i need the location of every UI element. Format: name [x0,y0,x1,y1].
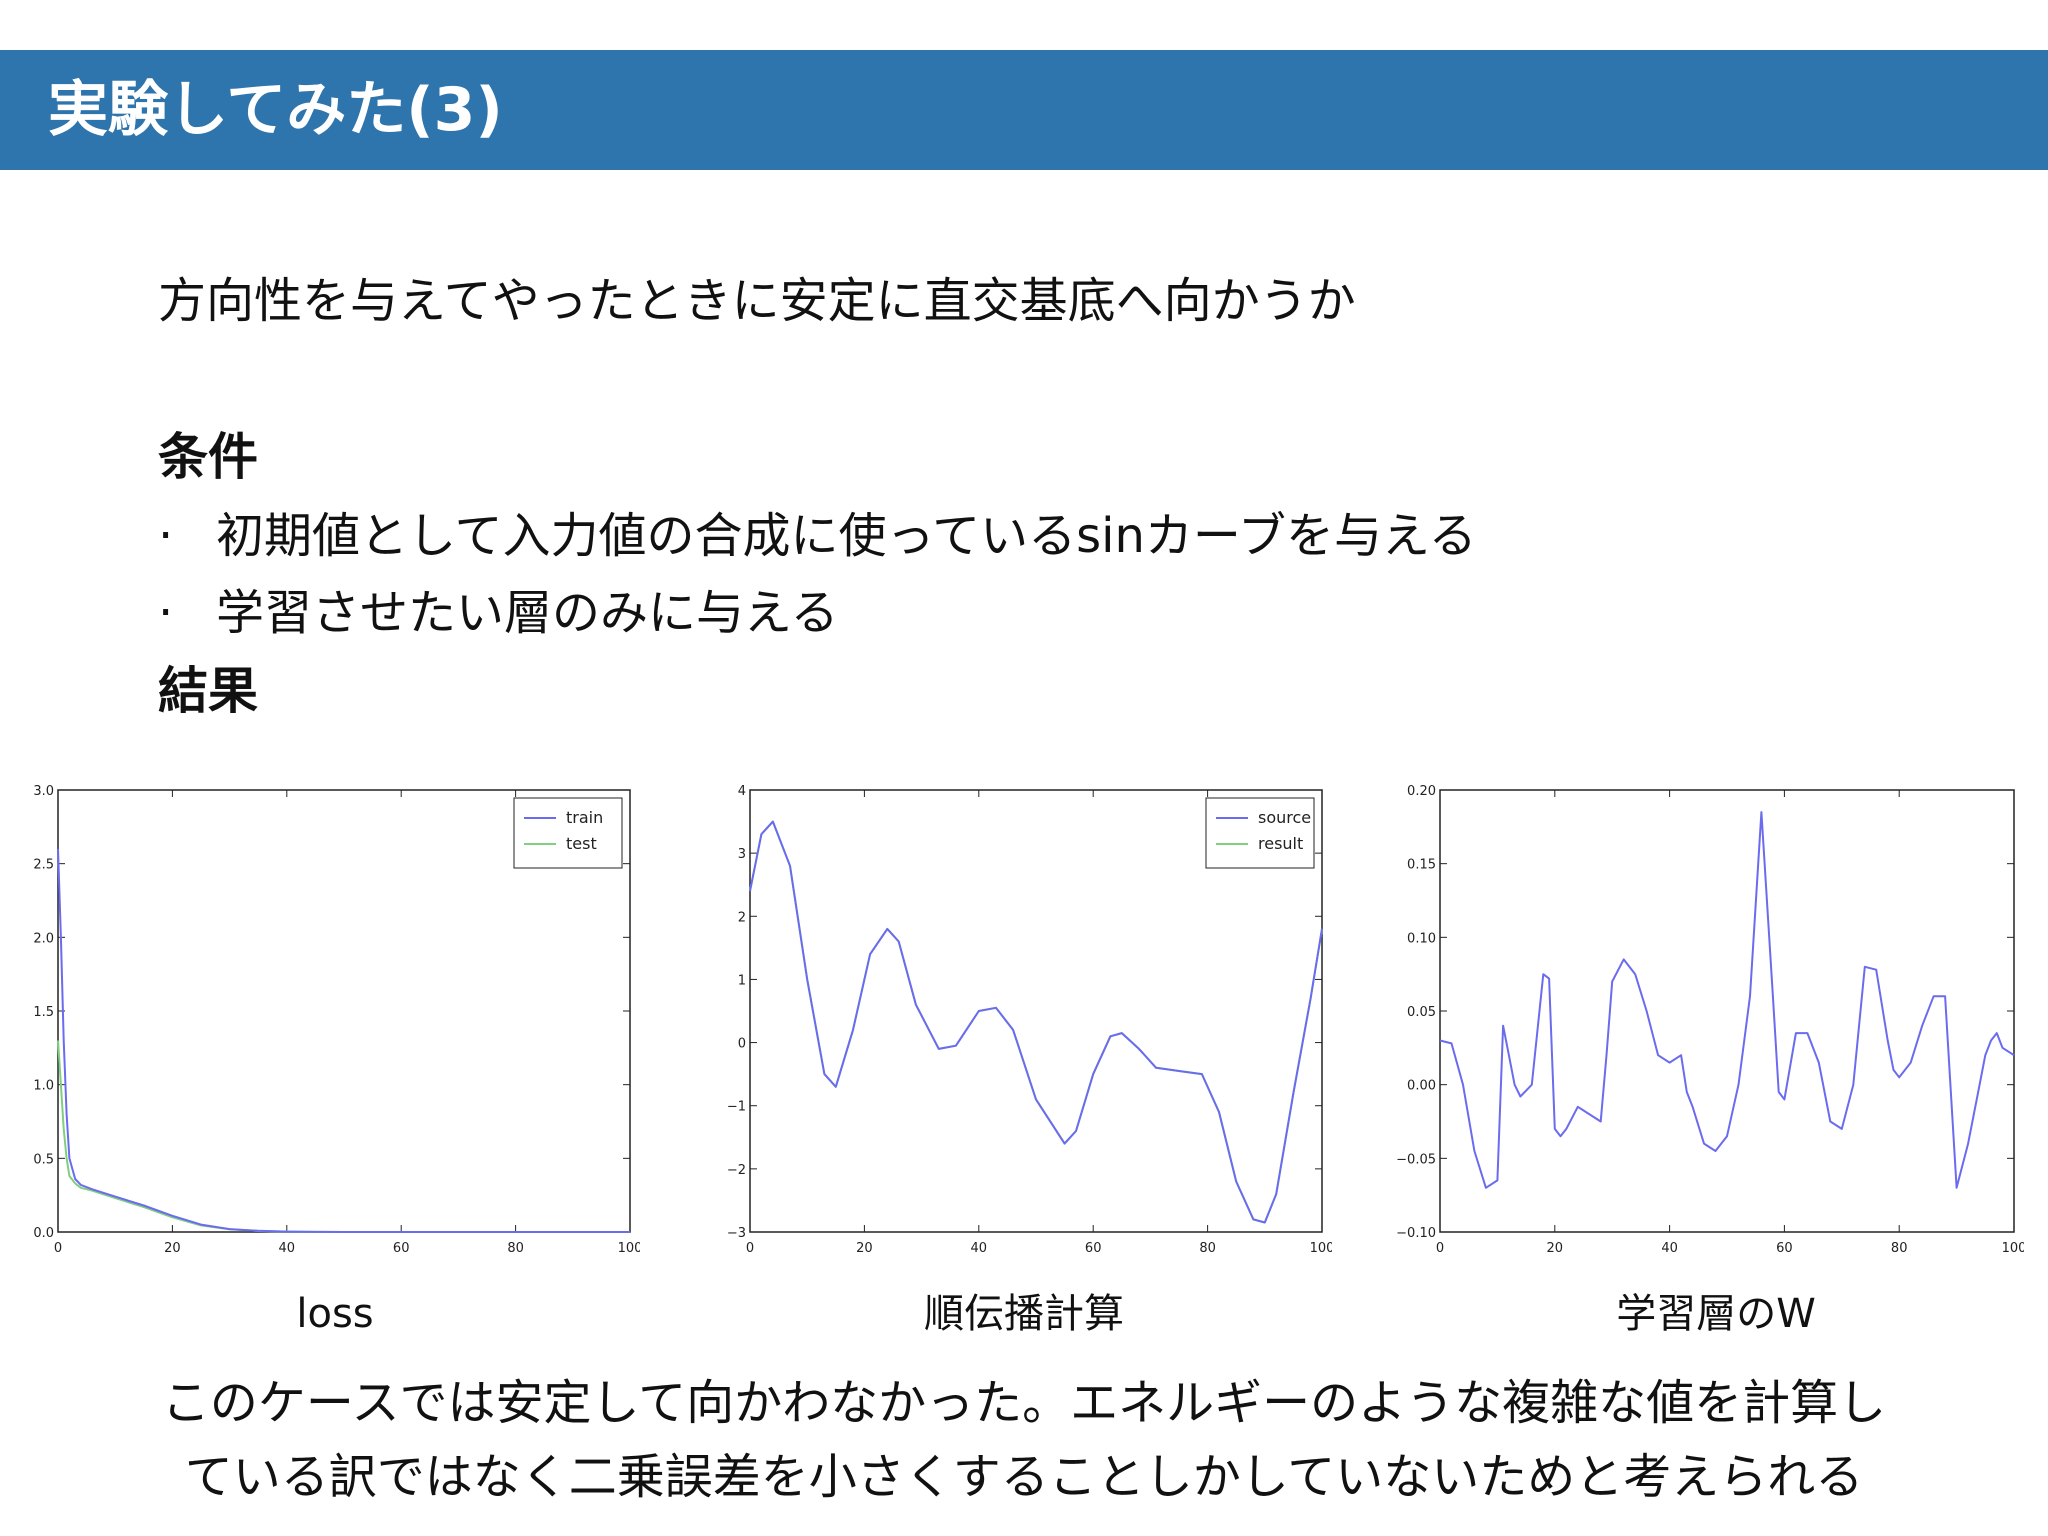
x-tick-label: 40 [1661,1241,1678,1256]
series-line-w [1439,811,2015,1189]
chart-caption-loss: loss [296,1291,374,1337]
x-tick-label: 0 [746,1241,754,1256]
y-tick-label: 0.10 [1407,931,1436,946]
plot-frame [1439,789,2015,1233]
x-tick-label: 20 [856,1241,873,1256]
legend-box [513,797,623,869]
y-tick-label: 1 [738,973,746,988]
condition-text: 初期値として入力値の合成に使っているsinカーブを与える [216,508,1477,564]
y-tick-label: −0.10 [1396,1226,1436,1241]
legend-box [1205,797,1315,869]
y-tick-label: 2 [738,910,746,925]
conclusion-line-2: ている訳ではなく二乗誤差を小さくすることしかしていないためと考えられる [184,1449,1864,1505]
bullet-marker: · [158,508,174,564]
y-tick-label: 0 [738,1037,746,1052]
series-line-source [749,820,1323,1224]
forward-chart: 0 20 40 60 80 100 −3 −2 −1 0 1 2 3 4 source result [727,784,1332,1256]
x-tick-label: 100 [1310,1241,1332,1256]
condition-item: · 学習させたい層のみに与える [158,580,839,646]
x-tick-label: 100 [2002,1241,2024,1256]
legend-label: test [566,834,597,853]
chart-caption-weight: 学習層のW [1616,1291,1816,1337]
x-tick-label: 60 [1776,1241,1793,1256]
condition-item: · 初期値として入力値の合成に使っているsinカーブを与える [158,503,1477,569]
y-tick-label: 0.20 [1407,784,1436,799]
legend-label: train [566,808,603,827]
y-tick-label: 2.5 [33,858,54,873]
y-tick-label: 0.00 [1407,1079,1436,1094]
conclusion-line-1: このケースでは安定して向かわなかった。エネルギーのような複雑な値を計算し [161,1375,1887,1431]
x-tick-label: 60 [1085,1241,1102,1256]
y-tick-label: 0.0 [33,1226,54,1241]
x-tick-label: 80 [1891,1241,1908,1256]
title-bar: 実験してみた(3) [0,50,2048,170]
x-tick-label: 40 [279,1241,296,1256]
x-tick-label: 80 [507,1241,524,1256]
y-tick-label: 0.5 [33,1152,54,1167]
y-tick-label: 3.0 [33,784,54,799]
bullet-marker: · [158,585,174,641]
x-tick-label: 20 [1547,1241,1564,1256]
y-tick-label: 0.15 [1407,858,1436,873]
result-heading: 結果 [158,662,258,720]
x-tick-label: 0 [1436,1241,1444,1256]
weight-chart: 0 20 40 60 80 100 −0.10 −0.05 0.00 0.05 0.10 0.15 0.… [1396,784,2024,1256]
series-line-train [57,848,630,1233]
x-tick-label: 60 [393,1241,410,1256]
legend-label: result [1258,834,1303,853]
y-tick-label: 4 [738,784,746,799]
y-tick-label: 1.0 [33,1079,54,1094]
x-tick-label: 100 [618,1241,640,1256]
y-tick-label: −0.05 [1396,1152,1436,1167]
x-tick-label: 80 [1199,1241,1216,1256]
y-tick-label: 2.0 [33,931,54,946]
slide-title: 実験してみた(3) [48,75,503,145]
loss-chart: 0 20 40 60 80 100 0.0 0.5 1.0 1.5 2.0 2.5 3.0 train te… [33,784,640,1256]
legend-label: source [1258,808,1311,827]
x-tick-label: 0 [54,1241,62,1256]
slide-subtitle: 方向性を与えてやったときに安定に直交基底へ向かうか [158,273,1356,329]
x-tick-label: 40 [971,1241,988,1256]
y-tick-label: 0.05 [1407,1005,1436,1020]
y-tick-label: 1.5 [33,1005,54,1020]
y-tick-label: 3 [738,847,746,862]
conditions-heading: 条件 [158,428,258,486]
y-tick-label: −2 [727,1163,746,1178]
condition-text: 学習させたい層のみに与える [216,585,839,641]
y-tick-label: −1 [727,1100,746,1115]
chart-caption-forward: 順伝播計算 [924,1291,1124,1337]
x-tick-label: 20 [164,1241,181,1256]
y-tick-label: −3 [727,1226,746,1241]
